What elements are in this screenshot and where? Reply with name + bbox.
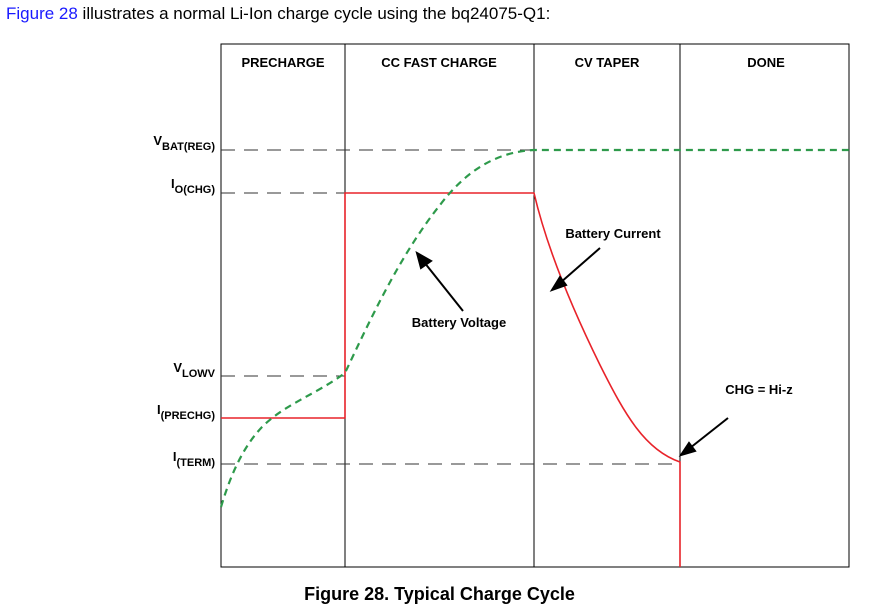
level-main: I: [157, 402, 161, 417]
chg-status-arrow-shaft: [689, 417, 729, 449]
intro-text: illustrates a normal Li-Ion charge cycle…: [77, 4, 551, 23]
level-main: I: [171, 176, 175, 191]
level-sub: (PRECHG): [161, 410, 216, 422]
phase-label-precharge: PRECHARGE: [241, 55, 324, 70]
level-label-i-prechg: I(PRECHG): [157, 402, 215, 422]
battery-current-label: Battery Current: [565, 226, 661, 241]
level-label-io-chg: IO(CHG): [171, 176, 215, 196]
phase-label-done: DONE: [747, 55, 785, 70]
level-main: V: [173, 360, 182, 375]
figure-28-link[interactable]: Figure 28: [6, 4, 78, 23]
battery-voltage-curve: [219, 148, 849, 508]
chg-status-arrowhead: [678, 441, 697, 457]
phase-label-cc-fast-charge: CC FAST CHARGE: [381, 55, 497, 70]
level-label-i-term: I(TERM): [173, 449, 215, 469]
battery-voltage-arrowhead: [415, 250, 433, 270]
figure-caption: Figure 28. Typical Charge Cycle: [304, 584, 575, 604]
phase-label-cv-taper: CV TAPER: [575, 55, 640, 70]
level-sub: O(CHG): [175, 184, 216, 196]
reference-lines: [221, 149, 680, 465]
annotation-arrows: [415, 247, 729, 457]
level-sub: (TERM): [177, 457, 216, 469]
battery-current-curve: [221, 192, 681, 567]
battery-voltage-label: Battery Voltage: [412, 315, 506, 330]
level-label-vbat-reg: VBAT(REG): [153, 133, 215, 153]
level-sub: LOWV: [182, 368, 216, 380]
battery-voltage-arrow-shaft: [423, 261, 464, 312]
level-main: V: [153, 133, 162, 148]
level-label-vlowv: VLOWV: [173, 360, 215, 380]
intro-sentence: Figure 28 illustrates a normal Li-Ion ch…: [6, 4, 550, 24]
battery-current-arrow-shaft: [559, 247, 601, 284]
level-sub: BAT(REG): [162, 141, 215, 153]
battery-current-arrowhead: [549, 275, 568, 292]
chg-status-label: CHG = Hi-z: [725, 382, 793, 397]
diagram-frame: [220, 43, 850, 568]
level-main: I: [173, 449, 177, 464]
